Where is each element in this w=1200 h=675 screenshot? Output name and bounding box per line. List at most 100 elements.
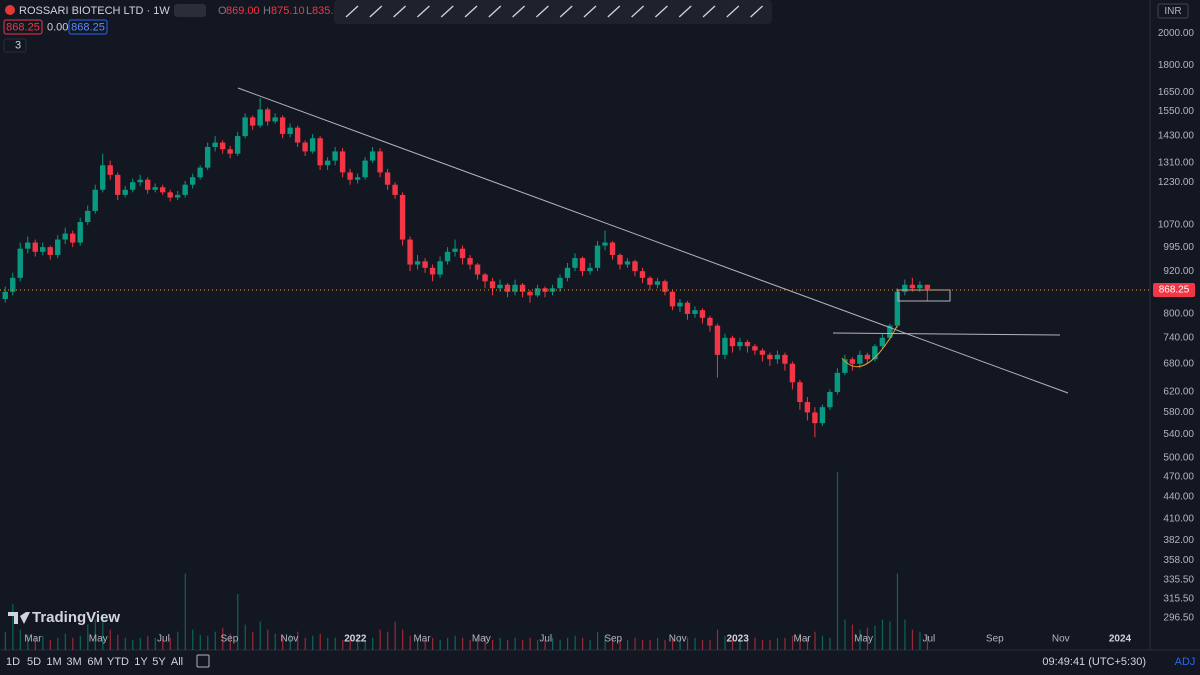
candle-body <box>842 359 848 373</box>
volume-bar <box>889 621 891 650</box>
volume-bar <box>319 633 321 650</box>
toolbar-button[interactable] <box>559 5 573 18</box>
volume-bar <box>387 631 389 650</box>
candle-body <box>557 277 563 289</box>
candle-body <box>467 258 473 265</box>
volume-bar <box>799 633 801 650</box>
volume-bar <box>514 637 516 650</box>
drawing-toolbar <box>334 0 772 24</box>
volume-bar <box>829 637 831 650</box>
horizontal-line[interactable] <box>832 332 1061 336</box>
candle-body <box>77 222 83 243</box>
volume-bar <box>259 621 261 650</box>
plot <box>2 97 931 650</box>
toolbar-button[interactable] <box>654 5 668 18</box>
toolbar-button[interactable] <box>440 5 454 18</box>
candle-body <box>497 284 503 289</box>
volume-bar <box>776 637 779 650</box>
toolbar-button[interactable] <box>464 5 478 18</box>
toolbar-button[interactable] <box>726 5 740 18</box>
symbol-title[interactable]: ROSSARI BIOTECH LTD · 1W · NSE <box>19 5 202 17</box>
volume-bar <box>784 637 786 650</box>
volume-bar <box>34 637 36 650</box>
candle-body <box>354 177 361 180</box>
y-tick-label: 335.50 <box>1163 575 1194 586</box>
volume-bar <box>57 637 59 650</box>
ask-value: 868.25 <box>71 21 105 33</box>
x-tick-label: Jul <box>539 634 552 645</box>
toolbar-button[interactable] <box>393 5 407 18</box>
volume-bar <box>267 629 269 650</box>
toolbar-button[interactable] <box>583 5 597 18</box>
timeframe-button[interactable]: All <box>171 656 183 668</box>
candle-body <box>519 284 526 292</box>
x-tick-label: May <box>89 634 108 645</box>
indicator-toggle[interactable] <box>3 38 27 53</box>
toolbar-button[interactable] <box>345 5 359 18</box>
candle-body <box>10 277 16 292</box>
y-tick-label: 620.00 <box>1163 387 1194 398</box>
y-tick-label: 1070.00 <box>1158 220 1195 231</box>
x-tick-label: Nov <box>280 634 298 645</box>
timeframe-button[interactable]: 1D <box>6 656 20 668</box>
candle-body <box>707 317 713 326</box>
candle-body <box>174 194 181 198</box>
timeframe-button[interactable]: 3M <box>66 656 81 668</box>
y-tick-label: 540.00 <box>1163 429 1194 440</box>
volume-bar <box>814 631 816 650</box>
toolbar-button[interactable] <box>535 5 549 18</box>
candle-body <box>864 354 871 360</box>
toolbar-button[interactable] <box>702 5 716 18</box>
currency-box[interactable] <box>1157 3 1189 19</box>
candle-body <box>684 302 691 314</box>
timeframe-button[interactable]: 1M <box>46 656 61 668</box>
volume-bar <box>664 639 666 650</box>
toolbar-button[interactable] <box>488 5 502 18</box>
candle-body <box>489 281 496 289</box>
timeframe-button[interactable]: 6M <box>87 656 102 668</box>
toolbar-button[interactable] <box>369 5 383 18</box>
volume-bar <box>911 629 914 650</box>
timeframe-button[interactable]: 5Y <box>152 656 166 668</box>
toolbar-button[interactable] <box>607 5 621 18</box>
volume-bar <box>881 619 884 650</box>
volume-bar <box>484 635 486 650</box>
candle-body <box>227 149 233 154</box>
toolbar-button[interactable] <box>416 5 430 18</box>
candle-body <box>2 291 8 300</box>
candle-body <box>287 127 293 134</box>
x-tick-label: 2022 <box>344 634 367 645</box>
ohlc-h-value: 875.10 <box>271 5 305 17</box>
toolbar-button[interactable] <box>512 5 526 18</box>
currency[interactable]: INR <box>1164 6 1181 17</box>
date-range-icon[interactable] <box>196 654 210 668</box>
candle-body <box>242 117 248 137</box>
candle-body <box>70 233 76 243</box>
indicator-count[interactable]: 3 <box>15 39 21 51</box>
candle-body <box>17 248 23 278</box>
adj-toggle[interactable]: ADJ <box>1175 656 1196 668</box>
volume-bar <box>469 639 471 650</box>
volume-bar <box>304 637 306 650</box>
candle-body <box>647 277 653 285</box>
y-tick-label: 2000.00 <box>1158 28 1195 39</box>
candle-body <box>572 258 578 268</box>
candle-body <box>204 146 211 168</box>
volume-bar <box>574 635 576 650</box>
timeframe-button[interactable]: 1Y <box>134 656 148 668</box>
candle-body <box>182 184 188 195</box>
watermark: TradingView <box>32 609 120 626</box>
symbol-menu[interactable] <box>174 4 206 17</box>
toolbar-button[interactable] <box>750 5 764 18</box>
trend-line[interactable] <box>237 87 1069 394</box>
volume-bar <box>79 635 81 650</box>
volume-bar <box>559 639 561 650</box>
last-price-box <box>1153 283 1195 297</box>
toolbar-button[interactable] <box>631 5 645 18</box>
toolbar-button[interactable] <box>678 5 692 18</box>
cup-curve[interactable] <box>841 325 898 368</box>
volume-bar <box>72 637 74 650</box>
candle-body <box>797 382 803 403</box>
timeframe-button[interactable]: 5D <box>27 656 41 668</box>
timeframe-button[interactable]: YTD <box>107 656 129 668</box>
